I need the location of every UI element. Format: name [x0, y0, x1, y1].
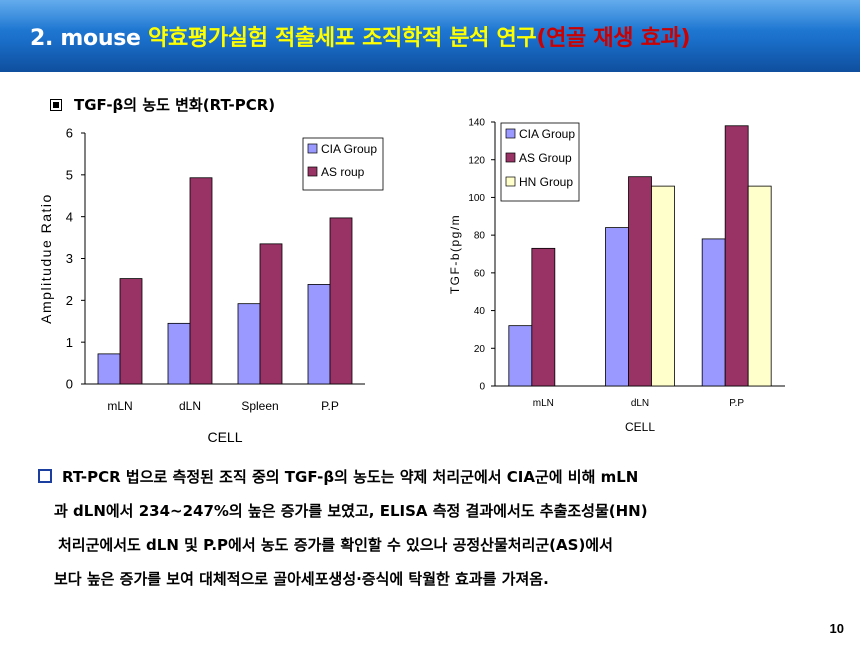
chart1-bar-as-roup: [329, 217, 353, 385]
chart2-bar-cia-group: [508, 325, 533, 387]
chart1-y-tick-label: 5: [66, 168, 73, 183]
chart2-bar-hn-group: [747, 185, 772, 387]
chart1-x-tick-label: mLN: [107, 399, 132, 413]
page-number: 10: [829, 621, 844, 636]
chart1-y-tick-label: 1: [66, 335, 73, 350]
chart2-x-axis-label: CELL: [625, 420, 655, 434]
chart1-bar-as-roup: [259, 243, 283, 385]
chart2-bar-as-group: [628, 176, 652, 387]
chart2-bar-as-group: [531, 247, 556, 387]
title-main: 약효평가실험 적출세포 조직학적 분석 연구: [148, 26, 537, 51]
slide-title: 2. mouse 약효평가실험 적출세포 조직학적 분석 연구(연골 재생 효과…: [30, 20, 691, 52]
chart2-y-axis-label: TGF-b(pg/m: [448, 214, 462, 294]
description-line-1: RT-PCR 법으로 측정된 조직 중의 TGF-β의 농도는 약제 처리군에서…: [38, 466, 638, 487]
description-line-4: 보다 높은 증가를 보여 대체적으로 골아세포생성·증식에 탁월한 효과를 가져…: [54, 570, 549, 588]
chart1-x-tick-label: dLN: [179, 399, 201, 413]
chart1-legend-label: AS roup: [321, 165, 365, 179]
chart1-bar-cia-group: [307, 284, 331, 385]
chart2-y-tick-label: 40: [474, 306, 486, 317]
chart1-y-tick-label: 6: [66, 126, 73, 141]
chart2-legend-swatch: [505, 152, 516, 163]
chart2-y-tick-label: 0: [479, 382, 485, 393]
chart2-x-tick-label: P.P: [729, 398, 744, 409]
chart1-x-axis-label: CELL: [207, 429, 242, 445]
chart1-y-tick-label: 2: [66, 293, 73, 308]
square-bullet-icon: [50, 98, 62, 111]
chart2-y-tick-label: 100: [468, 193, 485, 204]
chart2-bar-cia-group: [605, 227, 629, 387]
subtitle-text: TGF-β의 농도 변화(RT-PCR): [74, 96, 276, 114]
chart2-y-tick-label: 60: [474, 268, 486, 279]
chart1-bar-cia-group: [167, 322, 191, 385]
chart2-bar-cia-group: [701, 238, 726, 387]
chart2-y-tick-label: 20: [474, 344, 486, 355]
chart1-x-tick-label: Spleen: [241, 399, 278, 413]
description-line-3: 처리군에서도 dLN 및 P.P에서 농도 증가를 확인할 수 있으나 공정산물…: [58, 536, 613, 554]
chart-rt-pcr: 0 1 2 3 4 5 6 mLN dLN Spleen P.P CELL Amplitudue Rat…: [38, 126, 384, 445]
chart2-bar-hn-group: [651, 185, 675, 387]
chart2-y-tick-label: 80: [474, 231, 486, 242]
chart2-legend-label: AS Group: [519, 151, 572, 165]
chart1-bar-cia-group: [237, 303, 261, 385]
title-bar-shine: [0, 0, 860, 30]
description-line-2: 과 dLN에서 234~247%의 높은 증가를 보였고, ELISA 측정 결…: [54, 502, 648, 520]
chart1-y-tick-label: 4: [66, 209, 73, 224]
description-line-1-text: RT-PCR 법으로 측정된 조직 중의 TGF-β의 농도는 약제 처리군에서…: [62, 468, 639, 486]
chart2-legend-label: HN Group: [519, 175, 573, 189]
chart2-bar-as-group: [724, 125, 749, 387]
checkbox-bullet-icon: [38, 468, 52, 483]
chart2-legend-swatch: [505, 128, 516, 139]
chart1-bar-as-roup: [119, 278, 143, 385]
chart2-x-tick-label: dLN: [631, 398, 649, 409]
chart1-bar-as-roup: [189, 177, 213, 385]
chart-elisa: 0 20 40 60 80 100 120 140 mLN dLN P.P CELL TGF-b(pg/…: [448, 118, 785, 434]
chart1-y-tick-label: 3: [66, 251, 73, 266]
chart2-legend-label: CIA Group: [519, 127, 575, 141]
chart1-x-tick-label: P.P: [321, 399, 339, 413]
title-bar: 2. mouse 약효평가실험 적출세포 조직학적 분석 연구(연골 재생 효과…: [0, 0, 860, 72]
chart1-legend-swatch: [307, 143, 318, 154]
chart1-y-tick-label: 0: [66, 377, 73, 392]
chart2-y-tick-label: 140: [468, 118, 485, 129]
title-paren: (연골 재생 효과): [536, 26, 691, 51]
chart2-y-tick-label: 120: [468, 155, 485, 166]
subtitle: TGF-β의 농도 변화(RT-PCR): [50, 94, 275, 115]
chart1-y-axis-label: Amplitudue Ratio: [38, 193, 54, 324]
chart1-legend-label: CIA Group: [321, 142, 377, 156]
chart1-legend-swatch: [307, 166, 318, 177]
chart2-x-tick-label: mLN: [533, 398, 554, 409]
chart2-legend-swatch: [505, 176, 516, 187]
chart1-bar-cia-group: [97, 353, 121, 385]
title-number: 2. mouse: [30, 26, 141, 51]
